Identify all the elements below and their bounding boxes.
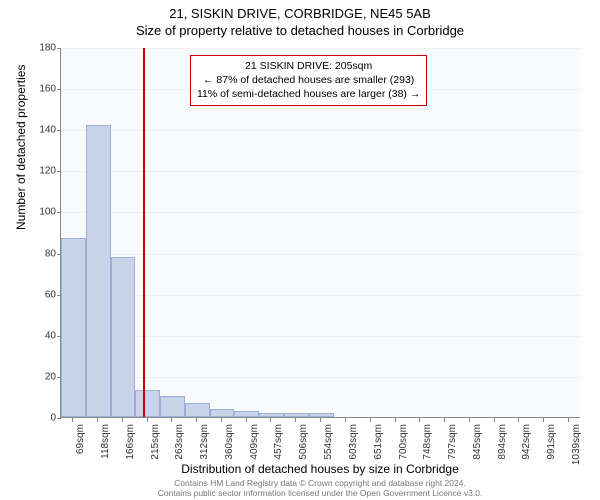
xtick-mark <box>568 418 569 422</box>
ytick-mark <box>57 89 61 90</box>
footer-line1: Contains HM Land Registry data © Crown c… <box>60 478 580 488</box>
footer-line2: Contains public sector information licen… <box>60 488 580 498</box>
gridline <box>61 212 581 213</box>
xtick-mark <box>444 418 445 422</box>
ytick-mark <box>57 212 61 213</box>
gridline <box>61 377 581 378</box>
histogram-bar <box>61 238 86 417</box>
histogram-bar <box>86 125 111 417</box>
xtick-mark <box>419 418 420 422</box>
ytick-label: 140 <box>26 125 56 136</box>
chart-area: 020406080100120140160180 69sqm118sqm166s… <box>60 48 580 418</box>
xtick-mark <box>295 418 296 422</box>
xtick-mark <box>494 418 495 422</box>
gridline <box>61 336 581 337</box>
xtick-mark <box>320 418 321 422</box>
xtick-mark <box>171 418 172 422</box>
ytick-mark <box>57 171 61 172</box>
marker-annotation: 21 SISKIN DRIVE: 205sqm ← 87% of detache… <box>190 55 427 106</box>
ytick-label: 100 <box>26 207 56 218</box>
gridline <box>61 295 581 296</box>
xtick-mark <box>518 418 519 422</box>
ytick-label: 40 <box>26 330 56 341</box>
footer-attribution: Contains HM Land Registry data © Crown c… <box>60 478 580 498</box>
page-subtitle: Size of property relative to detached ho… <box>0 21 600 38</box>
annotation-line3: 11% of semi-detached houses are larger (… <box>197 87 420 101</box>
ytick-label: 180 <box>26 43 56 54</box>
xtick-mark <box>72 418 73 422</box>
xtick-mark <box>221 418 222 422</box>
ytick-label: 160 <box>26 84 56 95</box>
annotation-line2: ← 87% of detached houses are smaller (29… <box>197 73 420 87</box>
xtick-mark <box>395 418 396 422</box>
histogram-bar <box>135 390 160 417</box>
xtick-mark <box>270 418 271 422</box>
histogram-bar <box>160 396 185 417</box>
xtick-mark <box>246 418 247 422</box>
annotation-line1: 21 SISKIN DRIVE: 205sqm <box>197 59 420 73</box>
histogram-bar <box>309 413 334 417</box>
ytick-label: 0 <box>26 413 56 424</box>
ytick-label: 80 <box>26 248 56 259</box>
xtick-mark <box>345 418 346 422</box>
gridline <box>61 48 581 49</box>
ytick-mark <box>57 48 61 49</box>
xtick-mark <box>147 418 148 422</box>
gridline <box>61 171 581 172</box>
histogram-bar <box>284 413 309 417</box>
ytick-mark <box>57 418 61 419</box>
marker-vline <box>143 48 145 417</box>
y-axis-label: Number of detached properties <box>14 65 28 230</box>
x-axis-label: Distribution of detached houses by size … <box>60 462 580 476</box>
xtick-mark <box>543 418 544 422</box>
gridline <box>61 130 581 131</box>
histogram-bar <box>185 403 210 417</box>
histogram-bar <box>234 411 259 417</box>
ytick-label: 60 <box>26 289 56 300</box>
xtick-mark <box>370 418 371 422</box>
ytick-label: 20 <box>26 371 56 382</box>
xtick-mark <box>97 418 98 422</box>
xtick-mark <box>196 418 197 422</box>
histogram-bar <box>111 257 136 417</box>
ytick-mark <box>57 130 61 131</box>
histogram-bar <box>259 413 284 417</box>
gridline <box>61 254 581 255</box>
histogram-bar <box>210 409 235 417</box>
xtick-mark <box>122 418 123 422</box>
page-title-address: 21, SISKIN DRIVE, CORBRIDGE, NE45 5AB <box>0 0 600 21</box>
ytick-label: 120 <box>26 166 56 177</box>
xtick-mark <box>469 418 470 422</box>
